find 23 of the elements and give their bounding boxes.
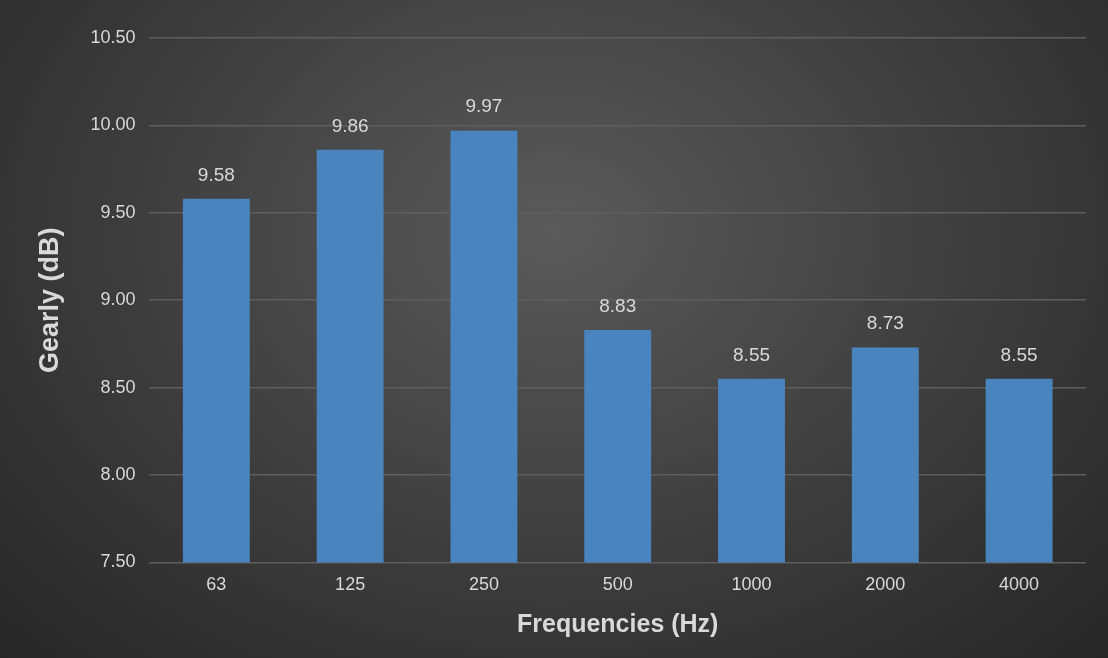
x-tick-label: 2000 (865, 574, 906, 595)
y-tick-label: 7.50 (100, 551, 136, 572)
x-tick-label: 500 (602, 574, 633, 595)
data-label: 8.55 (733, 343, 771, 365)
y-tick-label: 9.50 (100, 201, 136, 222)
data-label: 8.83 (599, 294, 637, 316)
data-label: 9.58 (197, 163, 235, 185)
y-tick-label: 8.00 (100, 463, 136, 484)
data-label: 8.55 (1000, 343, 1038, 365)
x-tick-label: 250 (468, 574, 499, 595)
y-axis-title: Gearly (dB) (33, 227, 64, 373)
y-tick-label: 9.00 (100, 289, 136, 310)
data-label: 9.97 (465, 95, 503, 117)
x-axis-title: Frequencies (Hz) (517, 608, 719, 637)
y-tick-label: 8.50 (100, 376, 136, 397)
y-tick-label: 10.50 (90, 26, 136, 47)
data-label: 9.86 (331, 114, 369, 136)
x-tick-label: 4000 (999, 574, 1040, 595)
x-tick-label: 1000 (731, 574, 772, 595)
x-tick-label: 125 (335, 574, 366, 595)
data-label: 8.73 (866, 312, 904, 334)
x-tick-label: 63 (206, 574, 227, 595)
y-tick-label: 10.00 (90, 114, 136, 135)
